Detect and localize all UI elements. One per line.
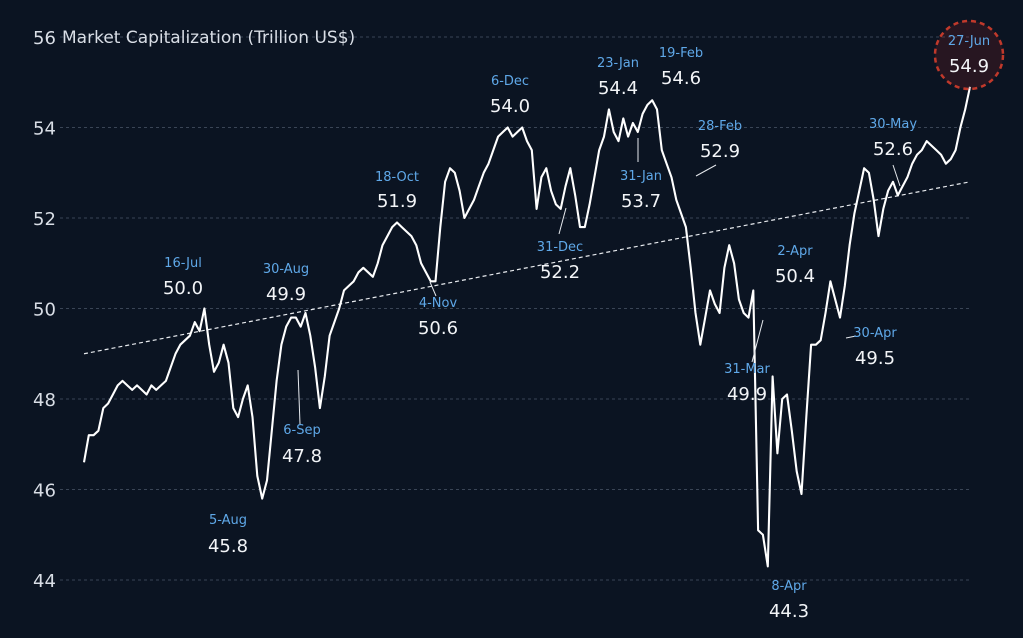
annotation-date: 16-Jul xyxy=(164,256,202,271)
annotation-leader xyxy=(845,335,857,339)
annotation-date: 30-May xyxy=(869,117,917,132)
highlight-circle xyxy=(933,19,1005,91)
annotation-value: 50.0 xyxy=(163,278,203,299)
annotation-date: 18-Oct xyxy=(375,170,419,185)
y-tick-label: 52 xyxy=(33,209,56,230)
annotation-value: 52.2 xyxy=(540,262,580,283)
annotation-date: 4-Nov xyxy=(419,296,458,311)
annotation-leader xyxy=(558,207,567,235)
annotation-value: 49.9 xyxy=(266,284,306,305)
annotation-leader xyxy=(751,319,764,363)
annotation-date: 6-Dec xyxy=(491,74,529,89)
y-tick-label: 46 xyxy=(33,481,56,502)
annotation-date: 31-Jan xyxy=(620,169,662,184)
y-axis-ticks: 44 46 48 50 52 54 56 xyxy=(33,28,56,592)
annotation-value: 54.4 xyxy=(598,78,638,99)
annotation-leader xyxy=(429,281,437,297)
gridlines xyxy=(60,36,970,581)
annotation-date: 8-Apr xyxy=(771,579,807,594)
annotation-date: 31-Mar xyxy=(724,362,770,377)
annotation-date: 5-Aug xyxy=(209,513,247,528)
annotations: 16-Jul 50.0 5-Aug 45.8 30-Aug 49.9 6-Sep 47.8 18… xyxy=(163,19,1005,622)
annotation-value: 52.6 xyxy=(873,139,913,160)
annotation-value: 54.0 xyxy=(490,96,530,117)
y-tick-label: 50 xyxy=(33,300,56,321)
y-tick-label: 54 xyxy=(33,119,56,140)
annotation-date: 30-Apr xyxy=(853,326,897,341)
annotation-date: 28-Feb xyxy=(698,119,742,134)
annotation-date: 23-Jan xyxy=(597,56,639,71)
annotation-date: 27-Jun xyxy=(948,34,990,49)
chart-title: Market Capitalization (Trillion US$) xyxy=(62,28,355,48)
annotation-value: 54.6 xyxy=(661,68,701,89)
y-tick-label: 56 xyxy=(33,28,56,49)
annotation-value: 54.9 xyxy=(949,56,989,77)
annotation-leader xyxy=(695,164,717,177)
annotation-value: 52.9 xyxy=(700,141,740,162)
annotation-value: 53.7 xyxy=(621,191,661,212)
annotation-leader xyxy=(892,164,901,187)
annotation-date: 19-Feb xyxy=(659,46,703,61)
annotation-value: 45.8 xyxy=(208,536,248,557)
annotation-date: 2-Apr xyxy=(777,244,813,259)
annotation-date: 31-Dec xyxy=(537,240,583,255)
annotation-value: 50.4 xyxy=(775,266,815,287)
annotation-value: 51.9 xyxy=(377,191,417,212)
annotation-date: 30-Aug xyxy=(263,262,309,277)
y-tick-label: 48 xyxy=(33,390,56,411)
annotation-leader xyxy=(297,369,301,425)
annotation-value: 49.9 xyxy=(727,384,767,405)
annotation-value: 47.8 xyxy=(282,446,322,467)
y-tick-label: 44 xyxy=(33,571,56,592)
annotation-value: 44.3 xyxy=(769,601,809,622)
series-line xyxy=(82,86,972,568)
annotation-value: 49.5 xyxy=(855,348,895,369)
trendline xyxy=(83,181,971,355)
annotation-value: 50.6 xyxy=(418,318,458,339)
annotation-date: 6-Sep xyxy=(283,423,320,438)
